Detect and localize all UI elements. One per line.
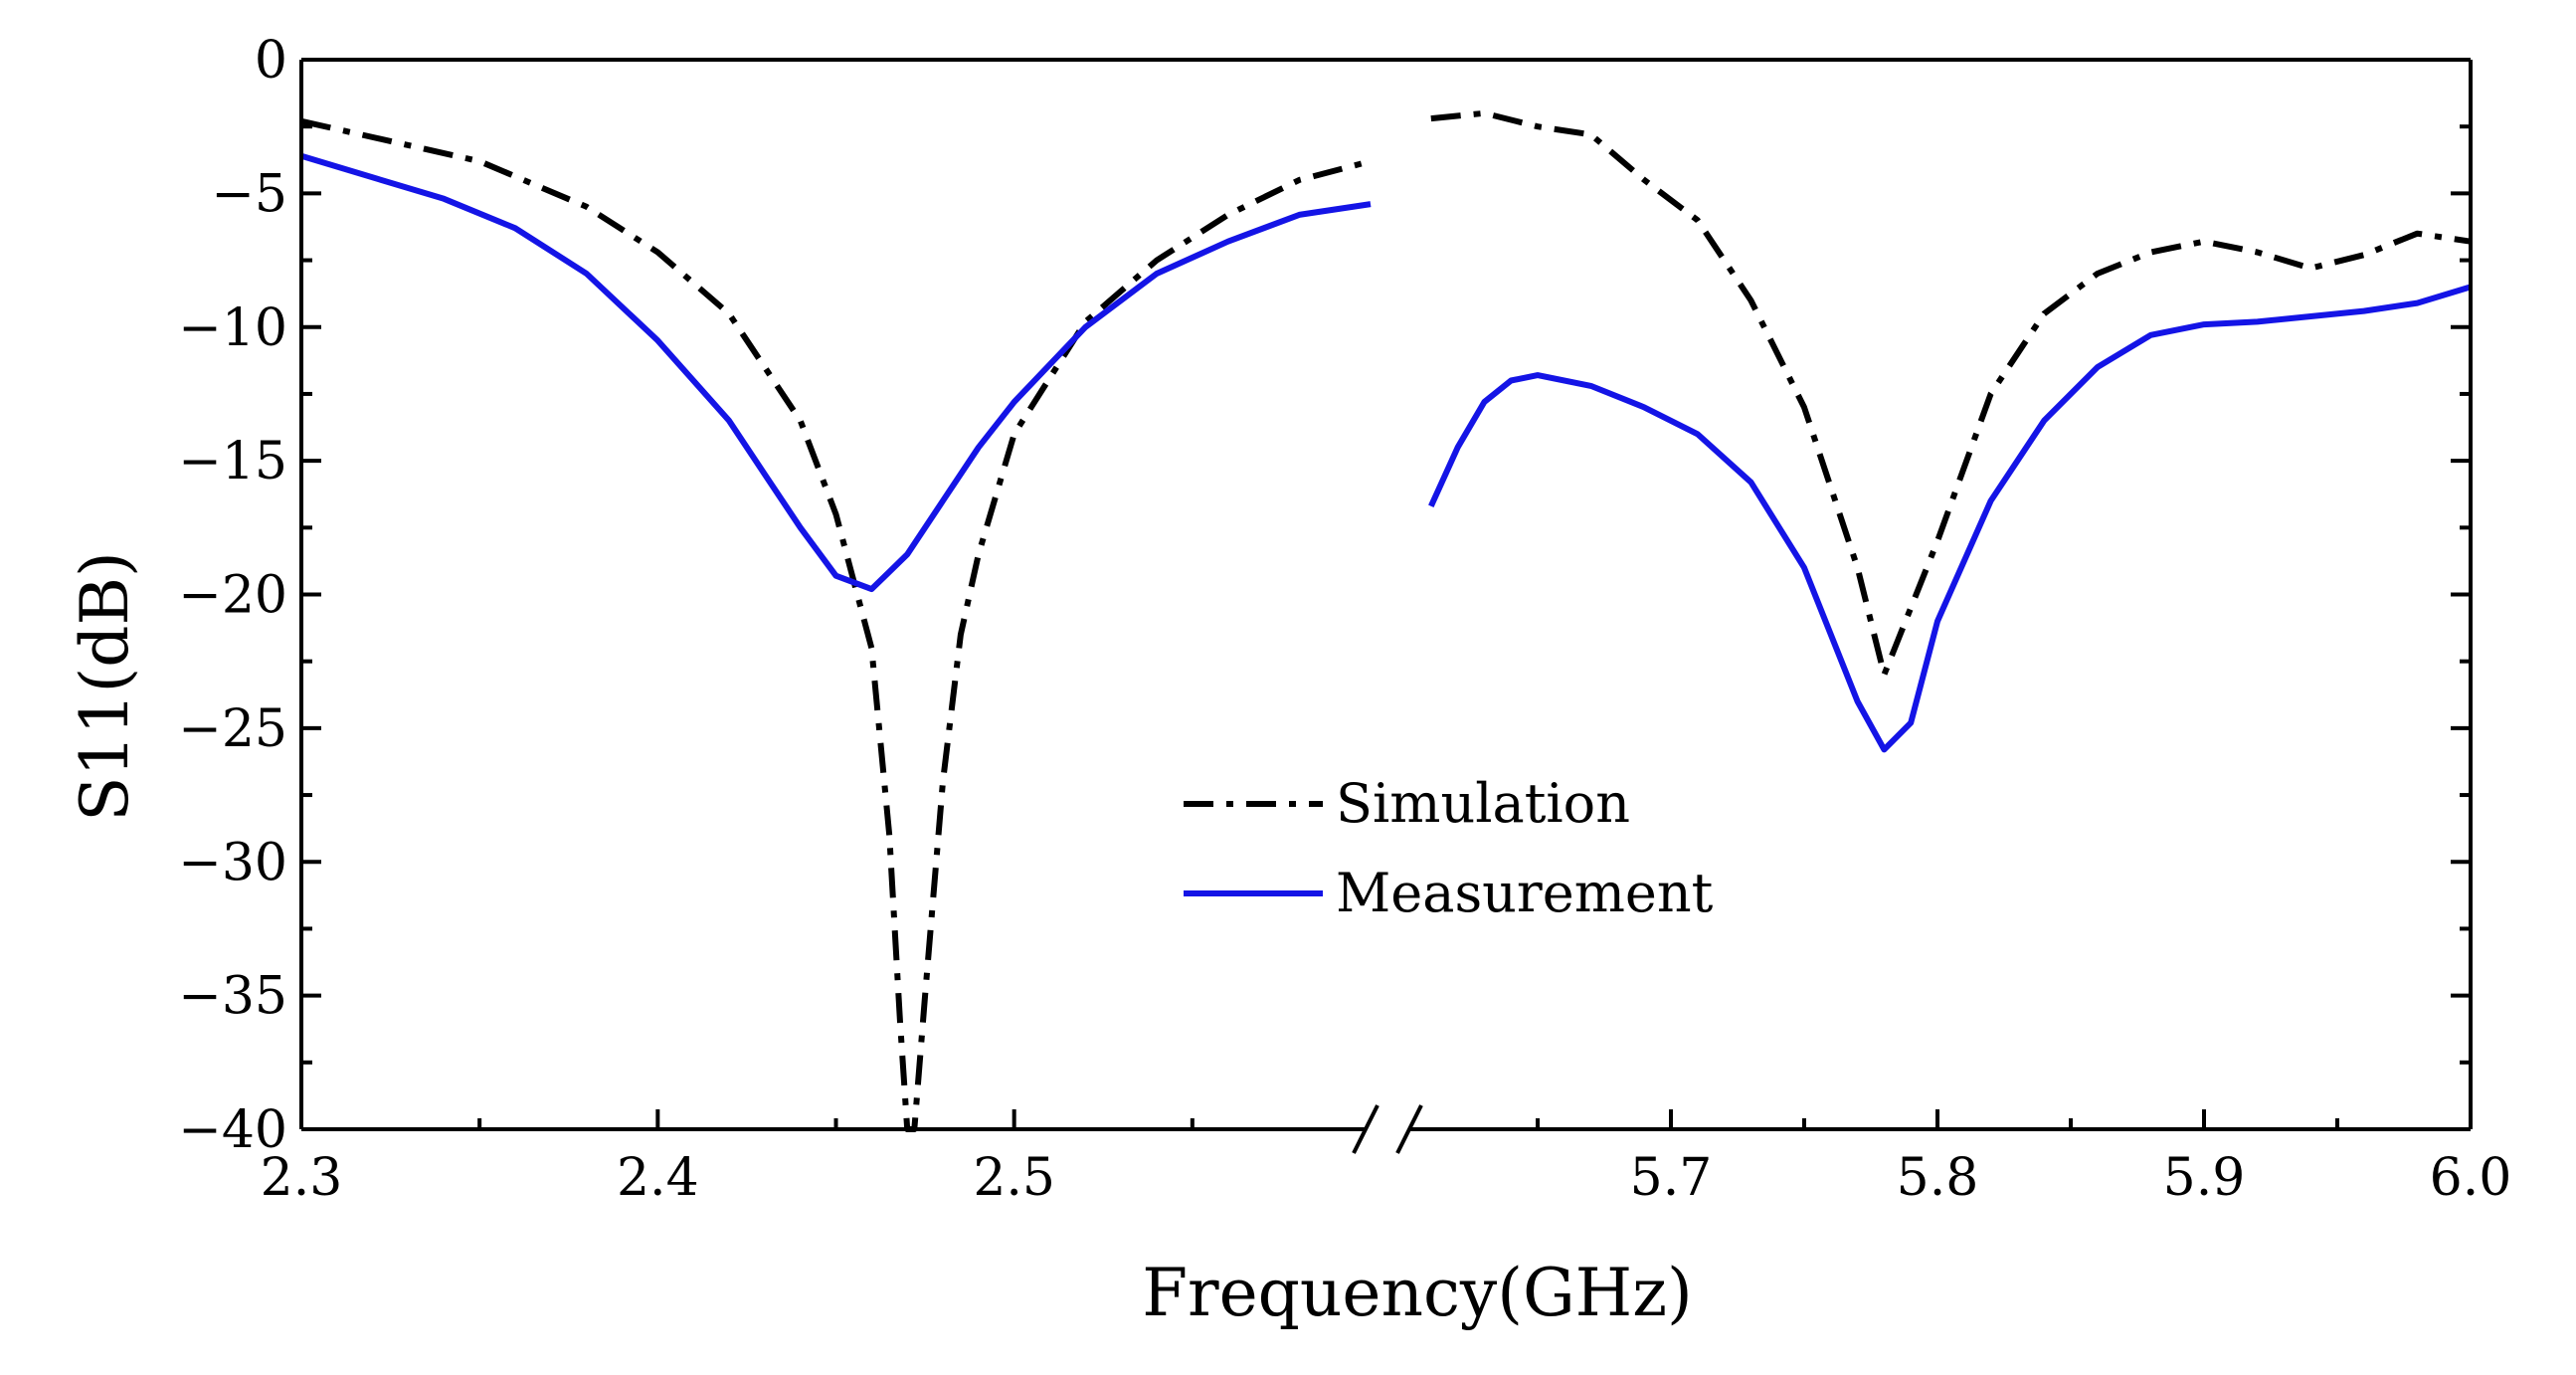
x-tick-label: 5.7: [1630, 1148, 1713, 1208]
y-tick-label: −15: [178, 432, 287, 491]
x-tick-label: 2.4: [617, 1148, 699, 1208]
axes-layer: [299, 58, 2473, 1154]
measurement-series-line-high-band: [1428, 284, 2472, 753]
y-tick-label: −10: [178, 298, 287, 358]
legend-label-simulation: Simulation: [1336, 772, 1630, 835]
axis-break-mark-left: [1352, 1104, 1380, 1154]
axis-break-mark-right: [1395, 1104, 1423, 1154]
x-tick-label: 2.3: [261, 1148, 343, 1208]
x-tick-label: 5.9: [2163, 1148, 2246, 1208]
simulation-series-line-low-band: [300, 117, 1372, 1132]
x-tick-label: 5.8: [1897, 1148, 1979, 1208]
y-tick-label: −20: [178, 566, 287, 626]
legend-label-measurement: Measurement: [1336, 862, 1714, 924]
y-axis-title: S11(dB): [67, 551, 143, 821]
y-tick-label: −30: [178, 833, 287, 892]
y-tick-label: −25: [178, 699, 287, 759]
x-tick-label: 6.0: [2430, 1148, 2512, 1208]
x-axis-title: Frequency(GHz): [1142, 1255, 1693, 1331]
series-layer: [300, 109, 2472, 1132]
tick-layer: 0 −5 −10 −15 −20 −25 −30 −35 −402.3 2.4 2.5 5.7 5.8 5…: [178, 31, 2511, 1208]
legend: Simulation Measurement: [1184, 772, 1714, 924]
simulation-series-line-high-band: [1430, 109, 2472, 679]
y-tick-label: −35: [178, 967, 287, 1027]
y-tick-label: −40: [178, 1100, 287, 1160]
y-tick-label: 0: [255, 31, 287, 91]
y-tick-label: −5: [211, 164, 287, 224]
x-tick-label: 2.5: [973, 1148, 1055, 1208]
measurement-series-line-low-band: [300, 152, 1372, 593]
